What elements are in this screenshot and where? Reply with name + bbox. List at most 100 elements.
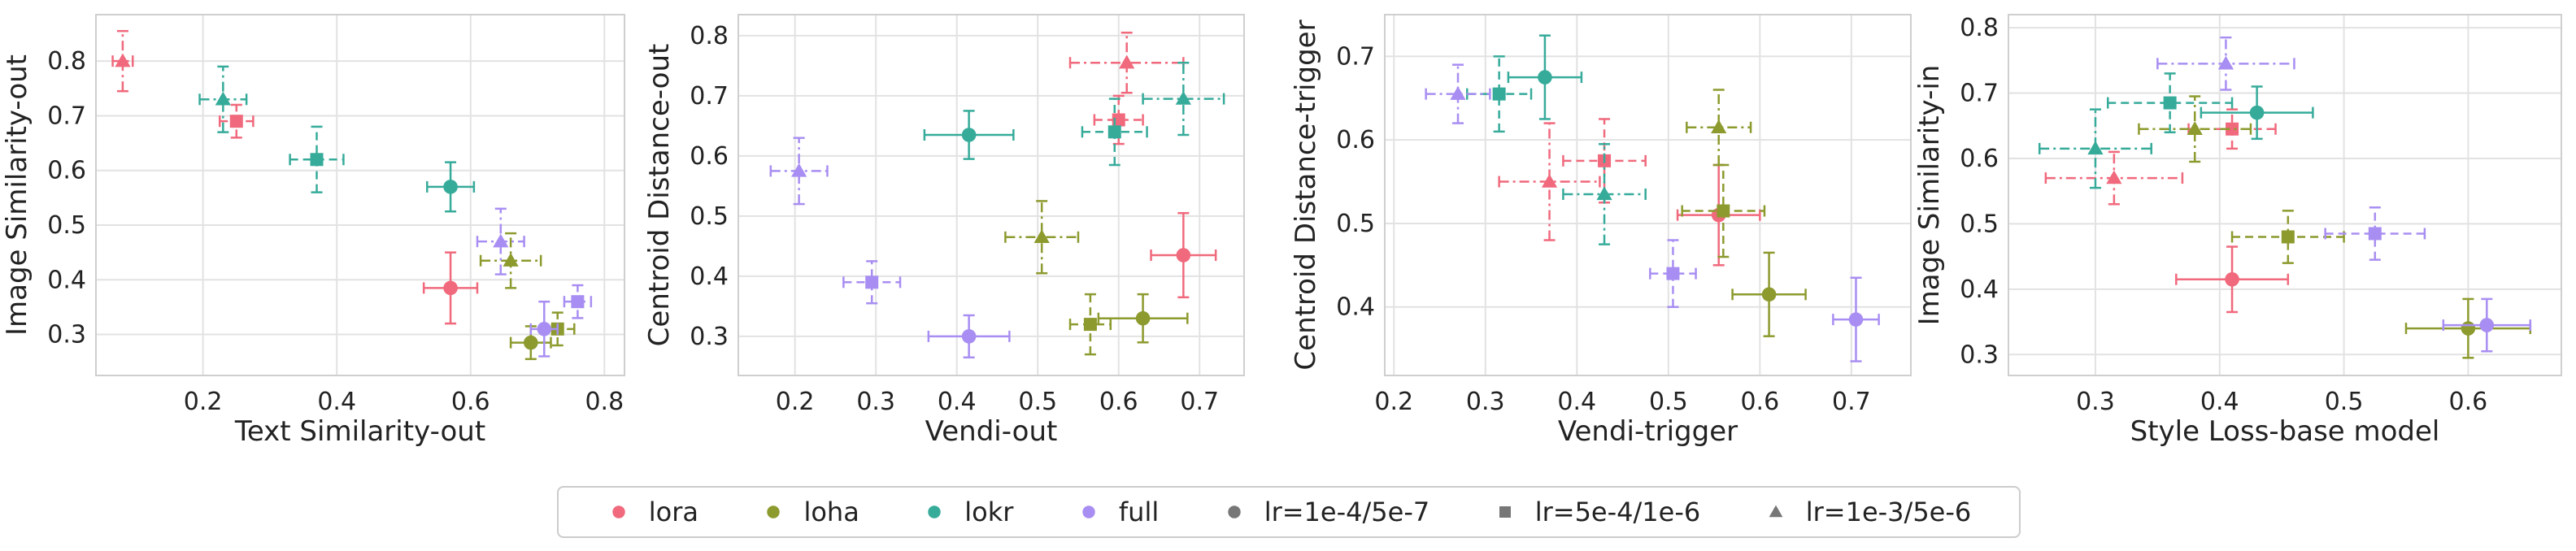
point-lora-circle: [422, 251, 479, 325]
legend-label-loha: loha: [803, 497, 859, 527]
chart-panel-4: 0.3 0.4 0.5 0.6 0.3 0.4 0.5 0.6 0.7 0.8 Style Loss…: [1913, 14, 2562, 448]
x-tick-label: 0.4: [317, 388, 356, 416]
point-lora-triangle: [1498, 122, 1601, 241]
point-lokr-triangle: [2038, 108, 2152, 189]
y-tick-label: 0.7: [1960, 80, 1999, 108]
point-lokr-triangle: [198, 65, 248, 133]
legend-label-lora: lora: [648, 497, 698, 527]
point-loha-square: [1681, 163, 1766, 258]
x-tick-label: 0.4: [1557, 388, 1596, 416]
y-tick-label: 0.6: [1960, 145, 1999, 173]
x-tick-label: 0.2: [184, 388, 223, 416]
y-axis-label: Centroid Distance-trigger: [1290, 20, 1322, 370]
marker-square: [571, 295, 585, 309]
x-axis-label: Vendi-out: [925, 415, 1058, 448]
point-loha-triangle: [1686, 89, 1752, 167]
marker-square: [1083, 318, 1097, 332]
plot-area: [738, 15, 1244, 375]
legend-item-loha: loha: [761, 497, 859, 527]
point-loha-circle: [1731, 251, 1807, 337]
point-full-circle: [529, 300, 559, 358]
point-lokr-triangle: [1142, 61, 1225, 137]
point-full-circle: [1832, 276, 1880, 362]
marker-circle: [524, 335, 538, 350]
legend-marker-graphic: [928, 505, 941, 518]
point-full-square: [842, 260, 902, 305]
marker-triangle: [1450, 86, 1466, 100]
point-full-triangle: [1425, 63, 1491, 124]
chart-panel-3: 0.2 0.3 0.4 0.5 0.6 0.7 0.4 0.5 0.6 0.7 Vendi-trig…: [1290, 14, 1912, 448]
legend-marker-circle: [1222, 500, 1247, 524]
marker-square: [310, 153, 324, 167]
marker-circle: [1135, 310, 1151, 326]
x-tick-label: 0.2: [776, 388, 815, 416]
y-axis-label: Image Similarity-in: [1913, 65, 1946, 326]
marker-square: [2281, 230, 2295, 244]
legend-dot: [1082, 505, 1095, 518]
point-full-triangle: [769, 137, 829, 206]
y-tick-label: 0.5: [690, 202, 729, 231]
x-axis-label: Text Similarity-out: [234, 415, 485, 448]
legend-item-lr-circle: lr=1e-4/5e-7: [1222, 497, 1430, 527]
legend-dot: [612, 505, 625, 518]
legend-marker-triangle: [1764, 500, 1788, 524]
marker-circle: [1761, 287, 1777, 302]
point-lora-triangle: [111, 29, 134, 93]
legend-label-lokr: lokr: [964, 497, 1014, 527]
y-tick-label: 0.4: [1960, 276, 1999, 304]
x-tick-label: 0.7: [1180, 388, 1219, 416]
y-tick-label: 0.5: [47, 211, 86, 240]
y-tick-label: 0.8: [1960, 14, 1999, 42]
marker-triangle: [1119, 54, 1135, 69]
point-lokr-circle: [426, 161, 476, 213]
point-lora-circle: [1150, 211, 1217, 299]
marker-triangle: [215, 91, 231, 106]
marker-square: [1492, 87, 1506, 101]
legend-label-lr-circle: lr=1e-4/5e-7: [1264, 497, 1430, 527]
y-tick-label: 0.5: [1960, 210, 1999, 238]
point-full-triangle: [2156, 36, 2295, 91]
point-lokr-circle: [923, 110, 1015, 160]
legend-marker-graphic: [1227, 505, 1241, 518]
marker-triangle: [1175, 91, 1191, 105]
x-tick-label: 0.6: [451, 388, 490, 416]
x-tick-label: 0.6: [2449, 388, 2488, 416]
legend-item-full: full: [1077, 497, 1159, 527]
marker-triangle: [1711, 119, 1727, 133]
y-tick-label: 0.7: [47, 102, 86, 130]
legend-dot: [928, 505, 941, 518]
legend-marker-graphic: [1082, 505, 1095, 518]
x-tick-label: 0.7: [1832, 388, 1871, 416]
marker-square: [865, 276, 879, 289]
x-tick-label: 0.2: [1374, 388, 1413, 416]
marker-triangle: [2187, 121, 2203, 135]
marker-square: [2226, 122, 2239, 136]
point-loha-triangle: [1004, 200, 1080, 275]
x-tick-label: 0.3: [2076, 388, 2115, 416]
legend-shape: [1499, 506, 1511, 518]
legend-marker-lora: [607, 500, 631, 524]
marker-square: [2368, 227, 2382, 241]
marker-triangle: [791, 163, 807, 177]
point-full-square: [2324, 206, 2426, 261]
x-tick-label: 0.6: [1740, 388, 1779, 416]
legend-label-full: full: [1118, 497, 1160, 527]
y-tick-label: 0.3: [47, 321, 86, 349]
plot-frame: [95, 14, 625, 376]
legend-shape: [1769, 505, 1783, 518]
plot-area: [96, 15, 624, 375]
point-loha-circle: [1097, 293, 1189, 344]
marker-square: [1107, 125, 1121, 139]
marker-triangle: [1541, 173, 1558, 188]
plot-area: [1385, 15, 1911, 375]
legend-shape: [1227, 505, 1241, 518]
marker-circle: [1538, 70, 1552, 85]
marker-triangle: [2217, 55, 2234, 70]
legend-marker-loha: [761, 500, 785, 524]
x-axis-label: Style Loss-base model: [2130, 415, 2440, 448]
x-tick-label: 0.3: [1466, 388, 1505, 416]
y-tick-label: 0.3: [690, 323, 729, 351]
y-tick-label: 0.4: [47, 266, 86, 294]
chart-panel-2: 0.2 0.3 0.4 0.5 0.6 0.7 0.3 0.4 0.5 0.6 0.7 0.8 Vend…: [643, 14, 1245, 448]
